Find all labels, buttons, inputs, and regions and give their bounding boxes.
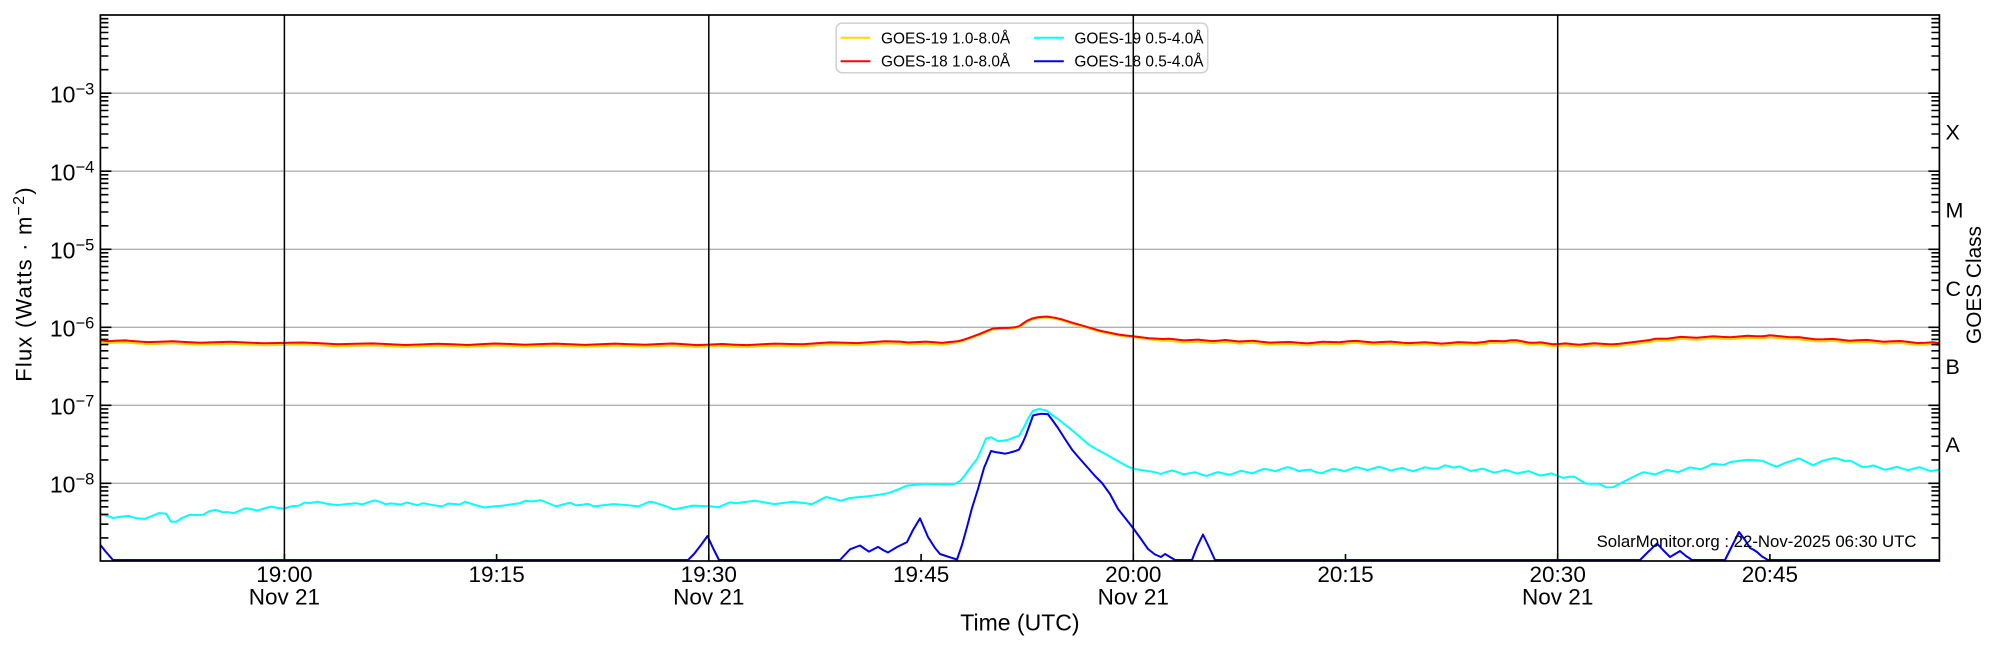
svg-text:20:00: 20:00 [1105, 562, 1161, 587]
svg-text:20:15: 20:15 [1317, 562, 1373, 587]
svg-text:Flux (Watts · m−2): Flux (Watts · m−2) [11, 186, 37, 381]
svg-text:19:45: 19:45 [893, 562, 949, 587]
svg-text:Nov 21: Nov 21 [1522, 585, 1593, 610]
svg-text:GOES-18 1.0-8.0Å: GOES-18 1.0-8.0Å [881, 54, 1011, 71]
svg-text:GOES-19 0.5-4.0Å: GOES-19 0.5-4.0Å [1074, 31, 1204, 48]
svg-text:19:00: 19:00 [256, 562, 312, 587]
svg-text:GOES-19 1.0-8.0Å: GOES-19 1.0-8.0Å [881, 31, 1011, 48]
svg-text:20:30: 20:30 [1530, 562, 1586, 587]
svg-text:SolarMonitor.org : 22-Nov-2025: SolarMonitor.org : 22-Nov-2025 06:30 UTC [1597, 532, 1917, 551]
svg-text:M: M [1946, 199, 1964, 223]
svg-text:20:45: 20:45 [1742, 562, 1798, 587]
svg-text:Nov 21: Nov 21 [673, 585, 744, 610]
svg-text:Nov 21: Nov 21 [1098, 585, 1169, 610]
svg-text:C: C [1946, 277, 1962, 301]
svg-text:Nov 21: Nov 21 [249, 585, 320, 610]
svg-text:Time (UTC): Time (UTC) [960, 609, 1079, 635]
svg-text:A: A [1946, 433, 1961, 457]
svg-text:GOES-18 0.5-4.0Å: GOES-18 0.5-4.0Å [1074, 54, 1204, 71]
svg-text:GOES Class: GOES Class [1963, 226, 1986, 344]
svg-text:19:30: 19:30 [681, 562, 737, 587]
svg-text:B: B [1946, 355, 1960, 379]
svg-text:19:15: 19:15 [468, 562, 524, 587]
svg-text:X: X [1946, 121, 1960, 145]
